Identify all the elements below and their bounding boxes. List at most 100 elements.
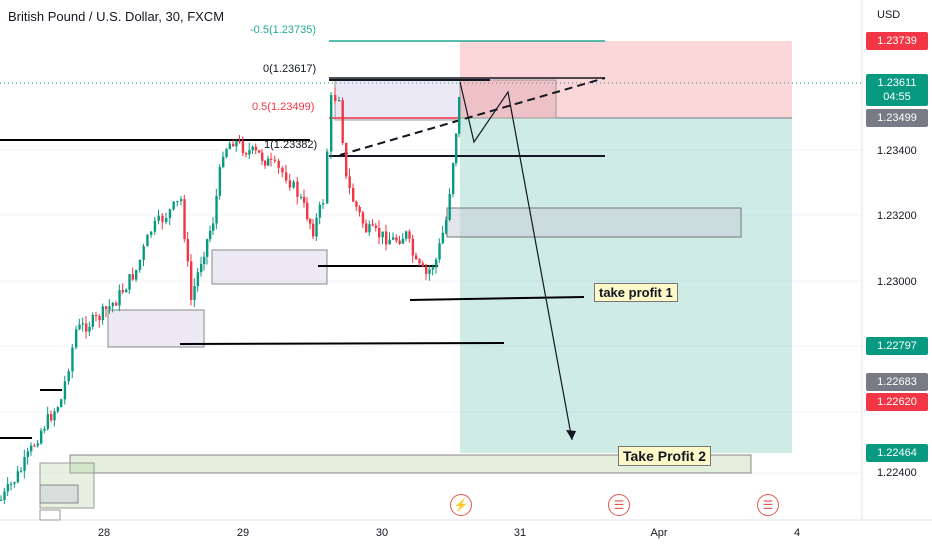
candle-body	[183, 199, 186, 240]
candle-body	[108, 306, 111, 310]
take-profit-1-label[interactable]: take profit 1	[594, 283, 678, 302]
take-profit-2-zone[interactable]	[69, 454, 752, 474]
candle-body	[421, 263, 425, 267]
candle-body	[326, 151, 329, 204]
candle-body	[200, 264, 203, 273]
candle-body	[16, 471, 20, 483]
current-price-tag[interactable]: 1.23611 04:55	[866, 74, 928, 106]
candle-body	[270, 158, 273, 160]
candle-body	[193, 286, 196, 300]
candle-body	[300, 196, 303, 198]
candle-body	[388, 239, 391, 245]
candle-body	[81, 323, 85, 325]
us-flag-icon[interactable]: ☰	[608, 494, 630, 516]
candle-body	[408, 231, 411, 239]
candle-body	[115, 302, 118, 306]
candle-body	[111, 302, 115, 307]
candle-body	[392, 237, 395, 240]
supply-zone[interactable]	[334, 79, 461, 121]
candle-body	[33, 445, 36, 447]
candle-body	[395, 237, 398, 241]
candle-body	[13, 482, 16, 484]
candle-body	[435, 259, 438, 268]
candle-body	[238, 140, 241, 142]
candle-body	[261, 152, 264, 161]
candle-body	[445, 219, 448, 233]
candle-body	[43, 428, 46, 431]
take-profit-1-line[interactable]	[409, 296, 585, 301]
candle-body	[215, 195, 218, 224]
candle-body	[448, 193, 451, 220]
us-flag-icon[interactable]: ☰	[757, 494, 779, 516]
price-tick: 1.23400	[877, 145, 917, 157]
price-tag[interactable]: 1.22683	[866, 373, 928, 391]
fib-label[interactable]: -0.5(1.23735)	[250, 24, 317, 36]
price-tag[interactable]: 1.23739	[866, 32, 928, 50]
candle-body	[232, 143, 235, 147]
resistance-zone[interactable]	[446, 207, 742, 238]
candle-body	[281, 167, 284, 173]
candle-body	[165, 218, 168, 223]
candle-body	[273, 159, 277, 161]
candle-body	[40, 430, 43, 444]
candle-body	[78, 324, 81, 330]
candle-body	[452, 163, 455, 194]
candle-body	[277, 160, 280, 168]
supply-zone-extension[interactable]	[459, 79, 557, 119]
candlesticks	[0, 87, 461, 504]
candle-body	[428, 269, 431, 274]
candle-body	[85, 323, 88, 332]
candle-body	[222, 156, 225, 168]
candle-body	[101, 306, 105, 320]
candle-body	[121, 290, 125, 293]
candle-body	[125, 289, 128, 293]
candle-body	[88, 326, 91, 332]
fib-label[interactable]: 0.5(1.23499)	[252, 101, 315, 113]
chart-title: British Pound / U.S. Dollar, 30, FXCM	[8, 9, 225, 24]
candle-body	[264, 160, 267, 166]
candle-body	[10, 483, 13, 485]
candle-body	[146, 234, 149, 247]
candle-body	[267, 158, 270, 166]
candle-body	[334, 94, 337, 102]
candle-body	[352, 187, 355, 202]
candle-body	[168, 209, 172, 219]
candle-body	[431, 267, 435, 270]
base-zone-lower	[39, 509, 61, 521]
price-tag[interactable]: 1.22464	[866, 444, 928, 462]
candle-body	[203, 256, 206, 265]
price-tick: 1.22400	[877, 467, 917, 479]
candle-body	[26, 451, 30, 458]
candle-body	[228, 143, 232, 150]
candle-body	[254, 146, 258, 151]
take-profit-2-label[interactable]: Take Profit 2	[618, 446, 711, 466]
demand-zone-2[interactable]	[107, 309, 205, 348]
candle-body	[138, 259, 142, 270]
price-tick: 1.23000	[877, 276, 917, 288]
fib-label[interactable]: 0(1.23617)	[263, 63, 317, 75]
fib-label[interactable]: 1(1.23382)	[264, 139, 318, 151]
candle-body	[30, 445, 33, 452]
price-tag[interactable]: 1.23499	[866, 109, 928, 127]
date-tick: Apr	[650, 527, 668, 539]
candle-body	[458, 96, 461, 134]
base-zone-inner	[39, 484, 79, 504]
rising-wedge-line[interactable]	[339, 77, 606, 156]
candle-body	[418, 259, 421, 264]
candle-body	[186, 239, 190, 262]
countdown-timer: 04:55	[883, 91, 911, 103]
candle-body	[248, 150, 251, 155]
candle-body	[405, 231, 408, 239]
horizontal-level[interactable]	[179, 342, 505, 345]
candle-body	[341, 100, 344, 143]
price-tag[interactable]: 1.22797	[866, 337, 928, 355]
candle-body	[91, 315, 95, 327]
candle-body	[378, 227, 381, 238]
candle-body	[292, 181, 295, 188]
candle-body	[355, 201, 358, 207]
demand-zone-1[interactable]	[211, 249, 328, 285]
price-tag[interactable]: 1.22620	[866, 393, 928, 411]
projection-path	[459, 81, 573, 441]
lightning-icon[interactable]: ⚡	[450, 494, 472, 516]
